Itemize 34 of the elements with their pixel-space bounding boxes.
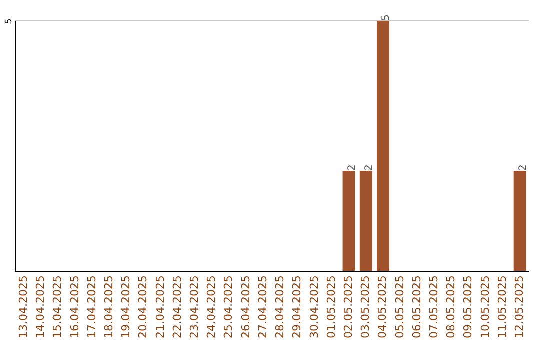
x-tick-label: 27.04.2025 [256, 276, 270, 338]
x-tick-label: 23.04.2025 [188, 276, 202, 338]
x-tick-label: 17.04.2025 [85, 276, 98, 338]
x-tick-label: 20.04.2025 [136, 276, 150, 338]
x-tick-label: 30.04.2025 [308, 276, 321, 338]
x-tick-label: 14.04.2025 [34, 276, 48, 338]
x-tick-label: 16.04.2025 [68, 276, 82, 338]
data-label: 2 [364, 164, 376, 171]
x-tick-label: 28.04.2025 [274, 276, 287, 338]
data-label: 2 [346, 164, 358, 171]
x-tick-label: 26.04.2025 [239, 276, 252, 338]
x-tick-label: 24.04.2025 [205, 276, 218, 338]
x-tick-label: 01.05.2025 [324, 276, 338, 338]
x-tick-label: 10.05.2025 [478, 276, 492, 338]
x-tick-label: 07.05.2025 [427, 276, 440, 338]
x-tick-label: 05.05.2025 [393, 276, 406, 338]
x-tick-label: 19.04.2025 [120, 276, 133, 338]
x-tick-label: 11.05.2025 [496, 276, 509, 338]
x-tick-label: 09.05.2025 [462, 276, 475, 338]
x-tick-label: 04.05.2025 [376, 276, 390, 338]
data-label: 5 [381, 14, 392, 21]
x-tick-label: 03.05.2025 [359, 276, 372, 338]
x-tick-label: 13.04.2025 [16, 276, 30, 338]
x-tick-label: 08.05.2025 [444, 276, 458, 338]
x-tick-label: 21.04.2025 [154, 276, 167, 338]
x-tick-label: 06.05.2025 [410, 276, 424, 338]
x-tick-label: 25.04.2025 [222, 276, 236, 338]
x-tick-label: 15.04.2025 [51, 276, 64, 338]
x-tick-label: 12.05.2025 [513, 276, 526, 338]
x-tick-label: 02.05.2025 [342, 276, 355, 338]
x-tick-label: 22.04.2025 [170, 276, 184, 338]
x-tick-label: 18.04.2025 [102, 276, 116, 338]
data-label: 2 [518, 164, 530, 171]
x-tick-label: 29.04.2025 [290, 276, 304, 338]
